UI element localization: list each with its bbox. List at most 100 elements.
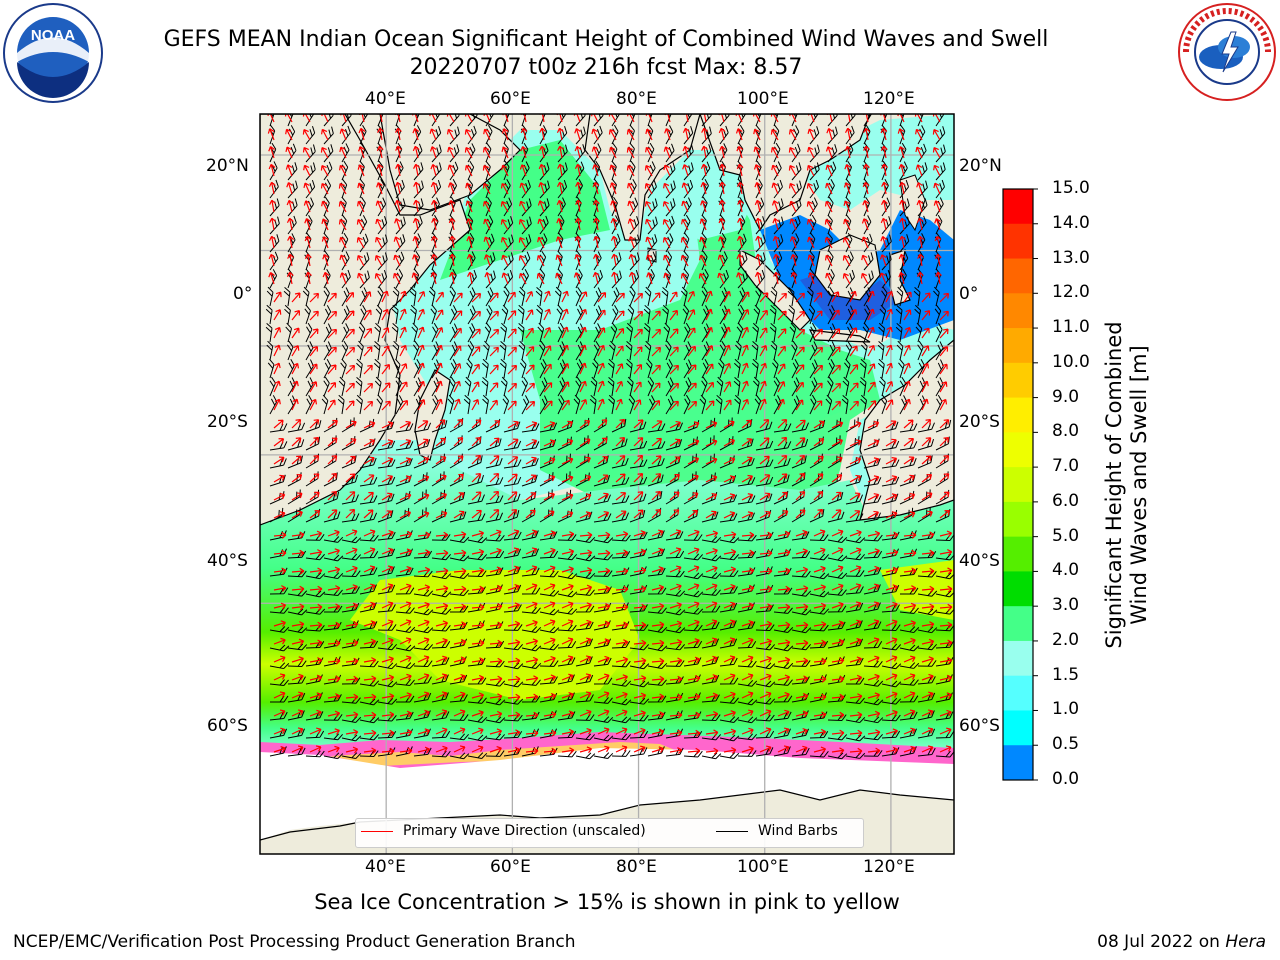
colorbar-tick-label: 5.0	[1052, 525, 1080, 546]
wind-barb	[772, 358, 779, 379]
wind-barb	[665, 143, 675, 163]
wave-arrow	[777, 345, 786, 357]
wave-arrow	[644, 183, 653, 195]
wave-arrow	[320, 182, 329, 195]
wind-barb	[647, 216, 658, 235]
wind-barb	[809, 322, 817, 343]
wave-arrow	[320, 165, 329, 177]
wave-arrow	[664, 128, 671, 141]
wave-arrow	[772, 217, 780, 231]
wave-arrow	[519, 200, 527, 213]
wind-barb	[751, 340, 759, 361]
wave-arrow	[825, 146, 833, 159]
wind-barb	[683, 394, 691, 415]
wave-arrow	[903, 419, 914, 429]
wind-barb	[323, 161, 333, 181]
wave-arrow	[662, 236, 671, 249]
wave-arrow	[826, 127, 834, 141]
bottom-tick-60e: 60°E	[490, 857, 531, 877]
wind-barb	[431, 322, 439, 343]
wind-barb	[355, 376, 363, 397]
wind-barb	[753, 304, 761, 325]
wave-arrow	[466, 253, 474, 267]
wave-arrow	[518, 272, 527, 285]
wind-barb	[629, 440, 648, 451]
wave-arrow	[651, 420, 663, 429]
colorbar-segment	[1003, 536, 1033, 572]
wave-arrow	[741, 326, 749, 339]
wave-arrow	[759, 292, 769, 303]
wind-barb	[323, 376, 330, 397]
wind-barb	[608, 394, 615, 415]
wave-arrow	[518, 218, 527, 231]
wave-arrow	[327, 328, 338, 339]
wave-arrow	[939, 363, 948, 375]
wave-arrow	[903, 344, 911, 357]
wave-arrow	[843, 182, 851, 195]
wind-barb	[699, 394, 707, 415]
wave-arrow	[681, 182, 689, 195]
colorbar-segment	[1003, 328, 1033, 364]
wave-arrow	[849, 290, 857, 303]
wind-barb	[628, 394, 636, 415]
wind-barb	[413, 340, 420, 361]
wind-barb	[737, 252, 748, 271]
wave-arrow	[849, 364, 859, 375]
wave-arrow	[705, 457, 718, 465]
wave-arrow	[915, 164, 923, 177]
wave-arrow	[579, 308, 588, 321]
wind-barb	[518, 286, 526, 307]
wave-arrow	[363, 291, 372, 303]
chart-subtitle: 20220707 t00z 216h fcst Max: 8.57	[409, 55, 803, 80]
right-tick-20n: 20°N	[959, 156, 1002, 176]
wave-arrow	[771, 164, 779, 177]
wave-arrow	[374, 273, 383, 285]
wave-arrow	[759, 455, 770, 465]
wave-arrow	[898, 181, 906, 195]
wave-arrow	[939, 381, 948, 393]
sea-ice-caption: Sea Ice Concentration > 15% is shown in …	[314, 890, 900, 914]
wave-arrow	[356, 237, 365, 249]
wave-arrow	[453, 345, 462, 357]
wave-arrow	[381, 290, 389, 303]
colorbar-segment	[1003, 571, 1033, 607]
wind-barb	[935, 179, 945, 199]
wind-barb	[827, 376, 834, 397]
wave-arrow	[741, 419, 752, 429]
wave-arrow	[413, 199, 420, 213]
wave-arrow	[777, 418, 788, 429]
wind-barb	[935, 341, 944, 361]
wave-arrow	[520, 146, 527, 159]
wind-barb	[539, 198, 550, 217]
wind-barb	[287, 358, 295, 379]
wave-arrow	[610, 200, 617, 213]
wave-arrow	[449, 253, 456, 267]
wave-arrow	[885, 326, 893, 339]
wave-arrow	[291, 362, 300, 375]
wind-barb	[593, 125, 603, 145]
wave-arrow	[484, 271, 492, 285]
wave-arrow	[755, 217, 762, 231]
wind-barb	[863, 304, 871, 325]
wave-arrow	[885, 457, 898, 465]
wind-barb	[500, 376, 508, 397]
wind-barb	[359, 304, 367, 325]
wave-arrow	[867, 400, 877, 411]
wind-barb	[899, 423, 918, 433]
wave-arrow	[561, 308, 569, 321]
wind-barb	[862, 322, 870, 343]
wind-barb	[377, 421, 395, 433]
wave-arrow	[597, 398, 605, 411]
wind-barb	[917, 198, 928, 217]
wind-barb	[267, 358, 275, 379]
wind-barb-swatch	[716, 830, 748, 832]
wind-barb	[305, 144, 316, 163]
wave-arrow	[543, 382, 553, 393]
wave-arrow	[561, 290, 569, 303]
wave-arrow	[885, 420, 897, 429]
wave-arrow	[339, 146, 347, 159]
wave-arrow	[575, 181, 582, 195]
wave-arrow	[273, 438, 285, 447]
wave-arrow	[543, 439, 556, 447]
wave-arrow	[916, 217, 924, 231]
